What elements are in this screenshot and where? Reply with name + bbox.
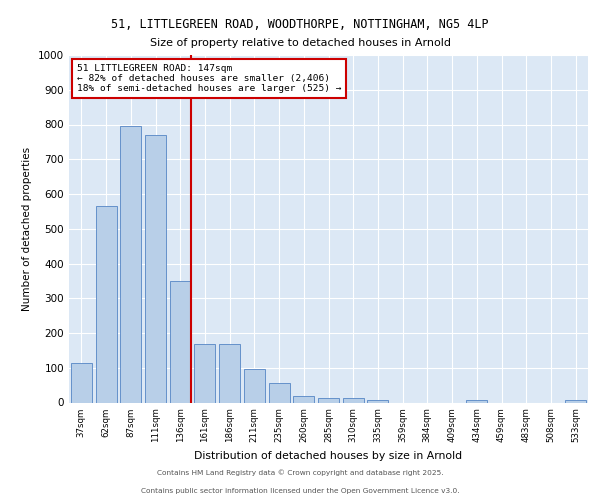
Text: 51 LITTLEGREEN ROAD: 147sqm
← 82% of detached houses are smaller (2,406)
18% of : 51 LITTLEGREEN ROAD: 147sqm ← 82% of det… (77, 64, 341, 94)
Text: Size of property relative to detached houses in Arnold: Size of property relative to detached ho… (149, 38, 451, 48)
Bar (466, 400, 487, 402)
Bar (170, 281, 191, 402)
Text: Contains HM Land Registry data © Crown copyright and database right 2025.: Contains HM Land Registry data © Crown c… (157, 470, 443, 476)
Bar (194, 344, 215, 403)
Bar (219, 344, 240, 403)
Bar (293, 396, 314, 402)
Bar (565, 400, 586, 402)
Bar (244, 369, 265, 402)
Bar (120, 126, 141, 402)
Text: Contains public sector information licensed under the Open Government Licence v3: Contains public sector information licen… (140, 488, 460, 494)
Bar (367, 400, 388, 402)
X-axis label: Distribution of detached houses by size in Arnold: Distribution of detached houses by size … (194, 450, 463, 460)
Bar (343, 398, 364, 402)
Text: 51, LITTLEGREEN ROAD, WOODTHORPE, NOTTINGHAM, NG5 4LP: 51, LITTLEGREEN ROAD, WOODTHORPE, NOTTIN… (111, 18, 489, 30)
Bar (145, 135, 166, 402)
Bar (269, 384, 290, 402)
Bar (95, 206, 116, 402)
Bar (71, 363, 92, 403)
Y-axis label: Number of detached properties: Number of detached properties (22, 146, 32, 311)
Bar (318, 398, 339, 402)
